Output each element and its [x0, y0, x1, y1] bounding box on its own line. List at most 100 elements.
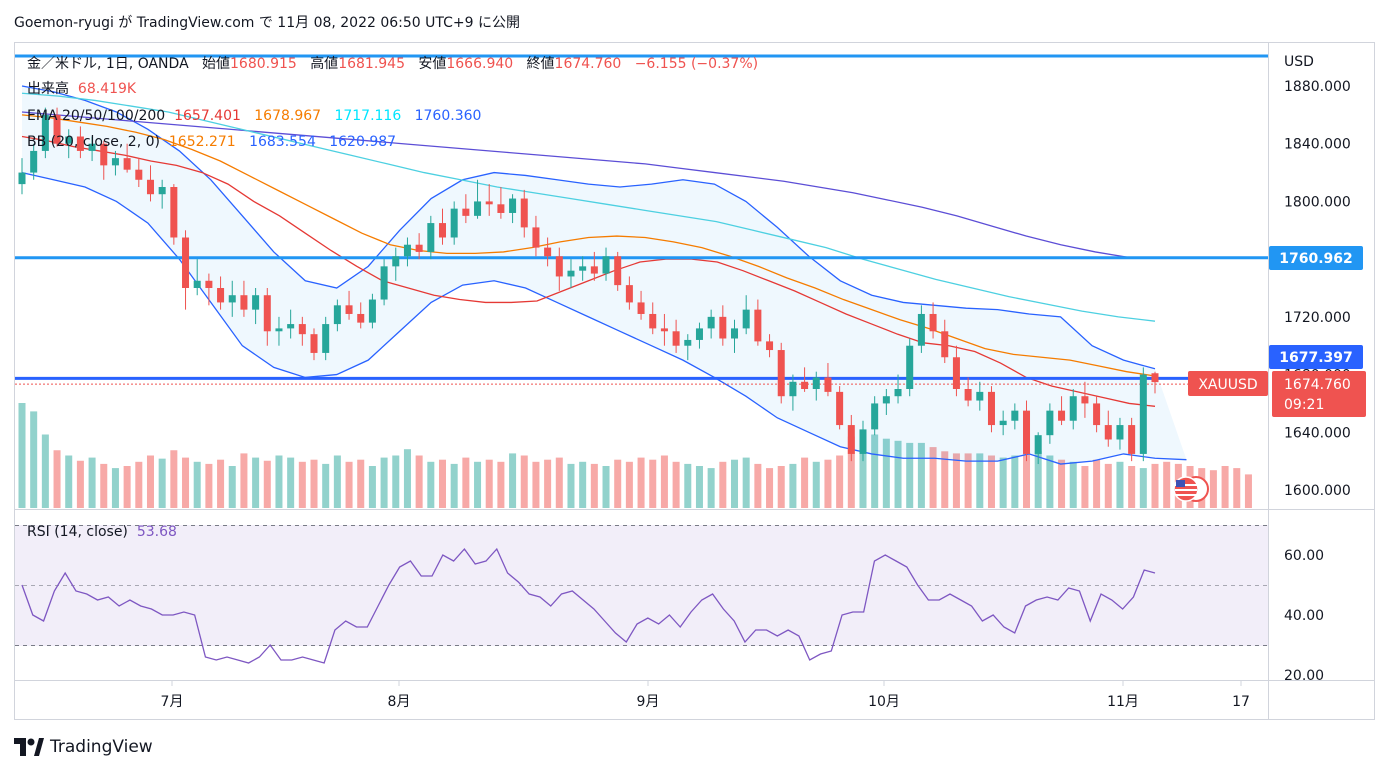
volume-bar: [1104, 463, 1112, 508]
volume-bar: [567, 463, 575, 508]
volume-bar: [672, 461, 680, 508]
countdown-label: 09:21: [1284, 397, 1324, 413]
legend-low: 1666.940: [446, 56, 514, 72]
candle-body: [812, 377, 820, 389]
chart-frame[interactable]: [14, 42, 1375, 720]
candle-body: [88, 143, 96, 151]
currency-label: USD: [1284, 54, 1314, 70]
volume-bar: [1128, 466, 1136, 508]
legend-ohlc: 金／米ドル, 1日, OANDA 始値1680.915 高値1681.945 安…: [27, 55, 758, 73]
candle-body: [1104, 425, 1112, 440]
volume-bar: [590, 463, 598, 508]
volume-bar: [497, 461, 505, 508]
volume-bar: [906, 442, 914, 508]
candle-body: [1023, 410, 1031, 454]
candle-body: [182, 237, 190, 288]
volume-bar: [275, 455, 283, 508]
volume-bar: [1011, 455, 1019, 508]
volume-bar: [65, 455, 73, 508]
legend-bb[interactable]: BB (20, close, 2, 0) 1652.271 1683.554 1…: [27, 133, 396, 151]
candle-body: [474, 201, 482, 216]
legend-rsi[interactable]: RSI (14, close) 53.68: [27, 523, 177, 541]
ema200-line: [21, 111, 1131, 259]
candle-body: [438, 223, 446, 238]
candle-body: [427, 223, 435, 252]
last-price-label: 1674.760: [1284, 377, 1351, 393]
candle-body: [871, 403, 879, 430]
candle-body: [1011, 410, 1019, 421]
volume-bar: [380, 457, 388, 508]
legend-rsi-value: 53.68: [136, 524, 177, 540]
legend-bb-label: BB (20, close, 2, 0): [27, 134, 160, 150]
volume-bar: [532, 461, 540, 508]
volume-bar: [485, 459, 493, 508]
volume-bar: [403, 449, 411, 508]
volume-bar: [333, 455, 341, 508]
footer-brand[interactable]: TradingView: [14, 737, 153, 757]
volume-bar: [719, 461, 727, 508]
candle-body: [801, 381, 809, 389]
last-price-bg: [1272, 371, 1366, 417]
candle-body: [567, 270, 575, 277]
candle-body: [310, 334, 318, 353]
legend-bb-upper: 1683.554: [249, 134, 316, 150]
legend-ema[interactable]: EMA 20/50/100/200 1657.401 1678.967 1717…: [27, 107, 481, 125]
candle-body: [275, 328, 283, 332]
candle-body: [555, 256, 563, 277]
candle-body: [917, 313, 925, 346]
candle-body: [1069, 396, 1077, 421]
candle-body: [649, 313, 657, 329]
candle-body: [322, 324, 330, 353]
legend-close-label: 終値: [526, 56, 555, 72]
legend-open: 1680.915: [230, 56, 297, 72]
rsi-line: [21, 547, 1156, 664]
volume-bar: [357, 459, 365, 508]
candle-body: [777, 350, 785, 397]
us-flag-icon[interactable]: [1173, 476, 1209, 502]
volume-bar: [509, 453, 517, 508]
candle-body: [789, 381, 797, 397]
volume-bar: [392, 455, 400, 508]
candle-body: [228, 295, 236, 303]
volume-bar: [182, 457, 190, 508]
candle-body: [1151, 373, 1159, 383]
candle-body: [824, 377, 832, 392]
legend-high-label: 高値: [310, 56, 339, 72]
volume-bar: [415, 455, 423, 508]
legend-volume[interactable]: 出来高 68.419K: [27, 80, 136, 98]
legend-symbol[interactable]: 金／米ドル, 1日, OANDA: [27, 56, 189, 72]
candle-body: [859, 429, 867, 454]
volume-bar: [1221, 466, 1229, 508]
candle-body: [602, 256, 610, 274]
candle-body: [695, 328, 703, 340]
time-tick-label: 7月: [161, 694, 184, 710]
candle-body: [532, 227, 540, 248]
volume-bar: [754, 463, 762, 508]
volume-bar: [859, 438, 867, 508]
volume-bar: [847, 436, 855, 508]
volume-bar: [999, 457, 1007, 508]
volume-bar: [614, 459, 622, 508]
volume-bar: [1023, 453, 1031, 508]
price-tick-label: 1600.000: [1284, 483, 1351, 499]
volume-bar: [287, 457, 295, 508]
ema100-line: [21, 92, 1156, 322]
volume-bar: [731, 459, 739, 508]
rsi-tick-label: 40.00: [1284, 608, 1324, 624]
symbol-tag-bg: [1188, 371, 1268, 396]
candle-body: [193, 280, 201, 288]
candle-body: [614, 256, 622, 286]
candle-body: [123, 158, 131, 170]
legend-ema100: 1717.116: [334, 108, 402, 124]
price-tick-label: 1720.000: [1284, 310, 1351, 326]
candle-body: [847, 425, 855, 454]
volume-bar: [812, 461, 820, 508]
footer-brand-text: TradingView: [50, 737, 153, 757]
candle-body: [906, 345, 914, 389]
volume-bar: [228, 466, 236, 508]
price-tick-label: 1840.000: [1284, 137, 1351, 153]
volume-bar: [941, 451, 949, 508]
price-tick-label: 1880.000: [1284, 79, 1351, 95]
volume-bar: [263, 460, 271, 508]
